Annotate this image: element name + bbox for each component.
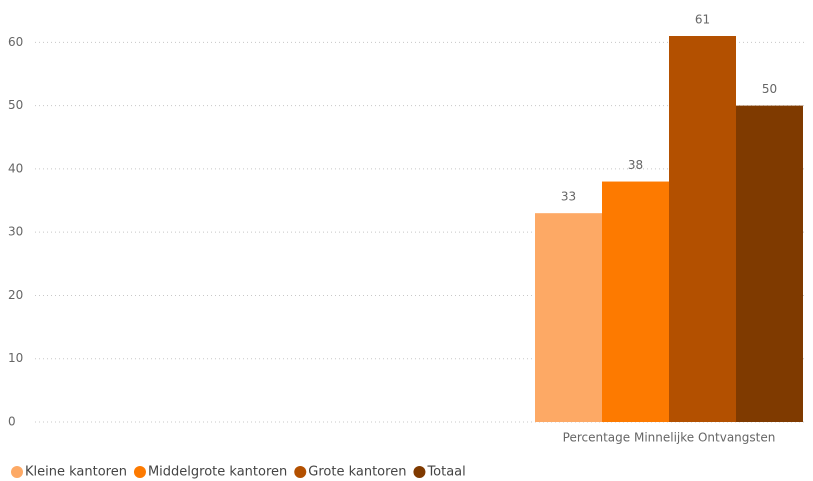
legend-label: Middelgrote kantoren <box>148 465 287 480</box>
y-tick-label: 50 <box>8 98 23 112</box>
y-tick-label: 60 <box>8 35 23 49</box>
data-label: 61 <box>695 13 710 27</box>
legend-swatch <box>11 466 23 478</box>
bar <box>535 213 602 422</box>
y-tick-label: 40 <box>8 161 23 175</box>
legend-swatch <box>413 466 426 478</box>
legend-label: Totaal <box>426 465 465 480</box>
bar <box>736 105 803 422</box>
y-tick-label: 20 <box>8 288 23 302</box>
legend-swatch <box>133 466 146 478</box>
bar <box>602 181 669 422</box>
y-tick-label: 0 <box>8 415 16 429</box>
data-label: 33 <box>561 190 576 204</box>
y-tick-label: 30 <box>8 225 23 239</box>
y-tick-label: 10 <box>8 351 23 365</box>
legend-label: Kleine kantoren <box>25 465 127 480</box>
data-label: 38 <box>628 158 643 172</box>
data-label: 50 <box>762 82 777 96</box>
legend-swatch <box>294 466 307 478</box>
legend-label: Grote kantoren <box>308 465 406 480</box>
x-tick-label: Percentage Minnelijke Ontvangsten <box>563 431 776 445</box>
bar <box>669 36 736 422</box>
